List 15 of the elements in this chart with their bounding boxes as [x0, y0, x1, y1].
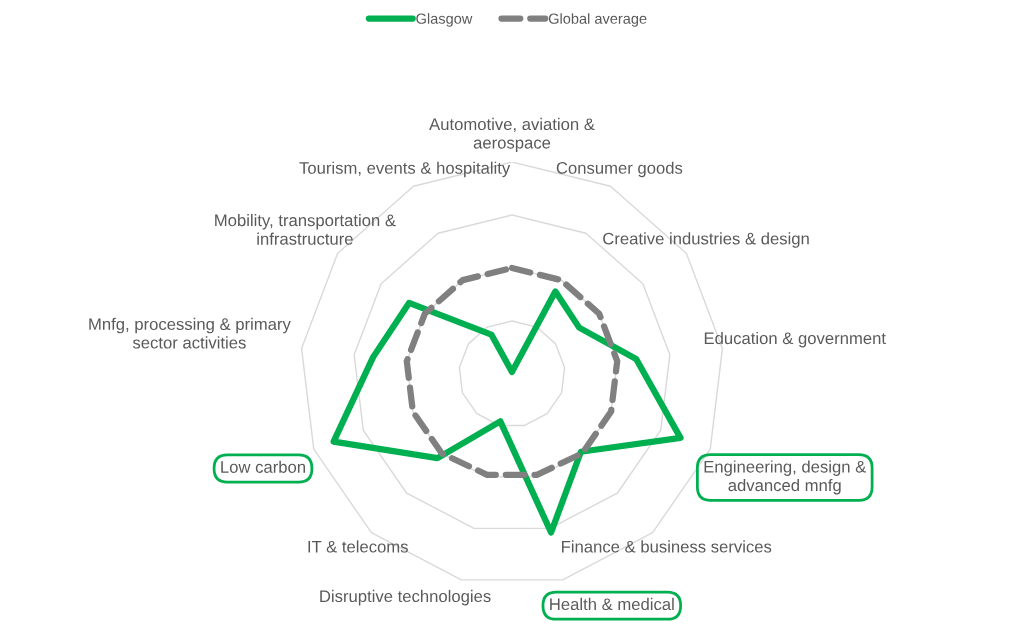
spoke-label: IT & telecoms	[308, 540, 408, 553]
spoke-label: Education & government	[704, 331, 886, 348]
spoke-label: Disruptive technologies	[320, 589, 491, 606]
spoke-label: Consumer goods	[556, 161, 683, 178]
spoke-label: Creative industries & design	[603, 232, 809, 248]
spoke-label: Mnfg, processing & primary sector activities	[89, 317, 291, 349]
spoke-label: Engineering, design & advanced mnfg	[704, 460, 867, 495]
spoke-label: Low carbon	[221, 460, 305, 473]
spoke-label: Automotive, aviation & aerospace	[429, 117, 595, 152]
spoke-label: Finance & business services	[562, 540, 772, 553]
spoke-label: Mobility, transportation & infrastructure	[215, 214, 396, 245]
legend-label: Glasgow	[416, 13, 473, 27]
spoke-label: Health & medical	[550, 597, 674, 611]
legend-label: Global average	[548, 13, 647, 27]
spoke-label: Tourism, events & hospitality	[299, 161, 511, 178]
